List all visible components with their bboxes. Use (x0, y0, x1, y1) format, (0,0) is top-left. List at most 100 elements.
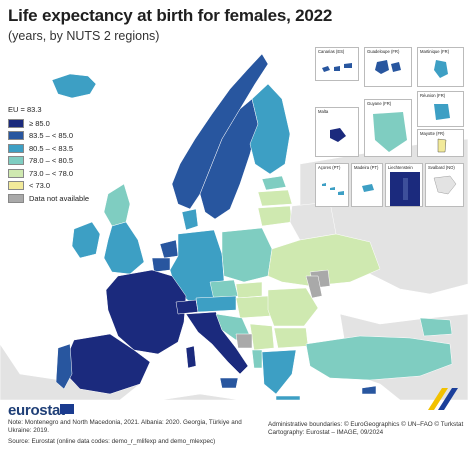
legend-item: Data not available (8, 192, 89, 205)
legend-swatch (8, 118, 24, 128)
region-turkey (305, 335, 453, 381)
source-note: Source: Eurostat (online data codes: dem… (8, 438, 216, 445)
region-uk-north (103, 183, 131, 227)
inset-shape (330, 128, 346, 142)
europe-map (0, 53, 468, 400)
region-iceland (51, 73, 97, 99)
region-belgium (151, 257, 171, 273)
inset-martinique: Martinique (FR) (417, 47, 464, 87)
legend-label: Data not available (29, 193, 90, 203)
inset-madeira: Madeira (PT) (351, 163, 383, 207)
inset-acores: Açores (PT) (315, 163, 349, 207)
inset-label: Malta (318, 109, 329, 114)
legend-label: 73.0 – < 78.0 (29, 168, 73, 178)
inset-label: Svalbard (NO) (428, 165, 455, 170)
legend-swatch (8, 168, 24, 178)
inset-liechtenstein: Liechtenstein (385, 163, 423, 207)
region-denmark (181, 208, 199, 231)
map-legend: EU = 83.3 ≥ 85.0 83.5 – < 85.0 80.5 – < … (8, 105, 89, 205)
inset-label: Martinique (FR) (420, 49, 450, 54)
admin-boundaries: Administrative boundaries: © EuroGeograp… (268, 421, 464, 428)
inset-shape (322, 63, 352, 72)
decorative-stripe (428, 388, 458, 410)
region-crete (275, 395, 301, 400)
region-estonia (261, 175, 287, 191)
inset-shape (373, 112, 407, 152)
inset-shape (322, 183, 344, 195)
region-cyprus (361, 385, 377, 395)
inset-canarias: Canarias (ES) (315, 47, 359, 81)
region-lithuania (257, 205, 293, 227)
legend-swatch (8, 181, 24, 191)
region-portugal (55, 343, 73, 390)
inset-shape (433, 175, 457, 195)
legend-label: 83.5 – < 85.0 (29, 131, 73, 141)
region-sardinia (185, 345, 197, 369)
inset-label: Mayotte (FR) (420, 131, 445, 136)
region-sicily (219, 377, 239, 389)
legend-swatch (8, 143, 24, 153)
region-hungary (235, 295, 271, 319)
inset-label: Guyane (FR) (367, 101, 392, 106)
legend-item: < 73.0 (8, 180, 89, 193)
inset-label: Canarias (ES) (318, 49, 345, 54)
inset-shape (362, 184, 374, 192)
inset-svalbard: Svalbard (NO) (425, 163, 464, 207)
page-subtitle: (years, by NUTS 2 regions) (8, 29, 160, 43)
cartography-credit: Cartography: Eurostat – IMAGE, 09/2024 (268, 429, 384, 436)
region-bosnia-grey (235, 333, 253, 349)
inset-maps-panel: Canarias (ES) Guadeloupe (FR) Martinique… (315, 47, 464, 208)
legend-swatch (8, 193, 24, 203)
region-france (105, 269, 187, 355)
legend-label: ≥ 85.0 (29, 118, 50, 128)
inset-mayotte: Mayotte (FR) (417, 129, 464, 157)
legend-header: EU = 83.3 (8, 105, 42, 114)
region-serbia (249, 323, 275, 351)
region-moldova (305, 275, 323, 299)
inset-shape (390, 172, 420, 206)
region-poland (221, 227, 273, 283)
inset-label: Madeira (PT) (354, 165, 379, 170)
page-title: Life expectancy at birth for females, 20… (8, 6, 333, 25)
inset-malta: Malta (315, 107, 359, 157)
eu-flag-icon (60, 404, 74, 414)
legend-swatch (8, 131, 24, 141)
legend-item: 78.0 – < 80.5 (8, 155, 89, 168)
inset-shape (434, 60, 448, 78)
legend-swatch (8, 156, 24, 166)
inset-guadeloupe: Guadeloupe (FR) (364, 47, 412, 87)
region-slovakia (235, 281, 263, 299)
region-finland (249, 83, 291, 175)
region-ireland (71, 221, 101, 259)
region-bulgaria (273, 327, 309, 349)
footnote: Note: Montenegro and North Macedonia, 20… (8, 419, 242, 434)
legend-item: 73.0 – < 78.0 (8, 167, 89, 180)
region-romania (267, 287, 319, 327)
legend-label: 80.5 – < 83.5 (29, 143, 73, 153)
inset-reunion: Réunion (FR) (417, 91, 464, 127)
region-uk-south (103, 221, 145, 275)
inset-shape (437, 138, 447, 153)
inset-label: Liechtenstein (388, 165, 413, 170)
region-switzerland (175, 299, 199, 315)
eurostat-logo: eurostat (8, 402, 65, 419)
region-albania (251, 349, 263, 369)
region-ukraine (267, 233, 381, 287)
inset-shape (434, 104, 450, 120)
credits: Administrative boundaries: © EuroGeograp… (268, 421, 463, 437)
inset-shape (375, 60, 401, 74)
inset-label: Réunion (FR) (420, 93, 446, 98)
legend-item: 80.5 – < 83.5 (8, 142, 89, 155)
legend-label: < 73.0 (29, 181, 51, 191)
inset-label: Açores (PT) (318, 165, 341, 170)
legend-item: ≥ 85.0 (8, 117, 89, 130)
region-austria (195, 295, 237, 313)
inset-guyane: Guyane (FR) (364, 99, 412, 157)
inset-label: Guadeloupe (FR) (367, 49, 400, 54)
region-netherlands (159, 239, 179, 259)
legend-label: 78.0 – < 80.5 (29, 156, 73, 166)
legend-item: 83.5 – < 85.0 (8, 130, 89, 143)
region-greece (261, 349, 297, 395)
region-georgia (419, 317, 453, 337)
region-latvia (257, 189, 293, 207)
